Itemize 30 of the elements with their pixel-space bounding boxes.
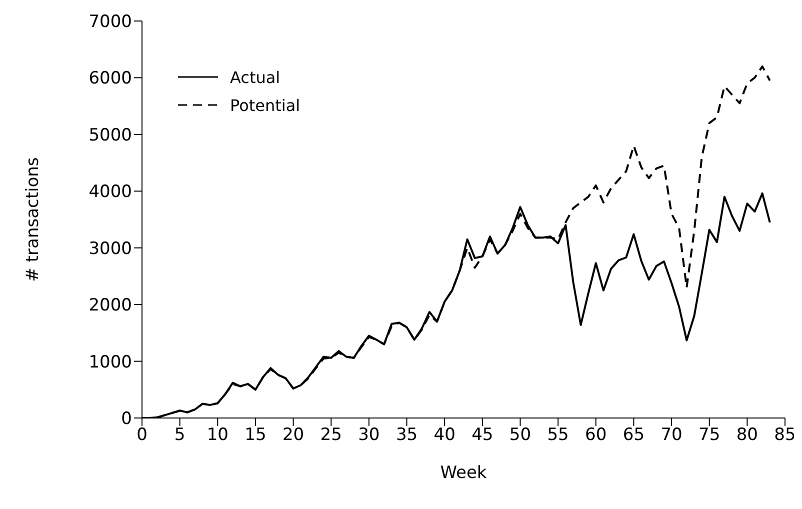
x-tick-label: 30 bbox=[358, 425, 380, 446]
y-tick-label: 3000 bbox=[88, 238, 132, 259]
x-tick-label: 80 bbox=[736, 425, 758, 446]
y-axis-title: # transactions bbox=[23, 157, 44, 282]
y-tick-label: 4000 bbox=[88, 182, 132, 202]
x-tick-label: 25 bbox=[320, 425, 342, 446]
x-tick-label: 10 bbox=[206, 425, 228, 446]
y-tick-label: 5000 bbox=[88, 125, 132, 146]
x-tick-label: 70 bbox=[660, 425, 682, 446]
x-tick-label: 50 bbox=[509, 425, 532, 446]
x-tick-label: 45 bbox=[472, 425, 494, 446]
y-tick-label: 6000 bbox=[88, 68, 132, 89]
x-tick-label: 15 bbox=[244, 425, 266, 446]
x-tick-label: 75 bbox=[698, 425, 720, 446]
x-tick-label: 35 bbox=[396, 425, 418, 446]
x-axis-title: Week bbox=[440, 463, 487, 483]
x-tick-label: 40 bbox=[434, 425, 456, 446]
x-tick-label: 55 bbox=[547, 425, 569, 446]
y-tick-label: 0 bbox=[121, 409, 132, 430]
x-tick-label: 5 bbox=[174, 425, 186, 446]
x-tick-label: 0 bbox=[136, 425, 148, 446]
x-tick-label: 65 bbox=[622, 425, 645, 446]
x-tick-label: 85 bbox=[774, 425, 796, 446]
y-tick-label: 7000 bbox=[88, 12, 132, 32]
x-tick-label: 60 bbox=[585, 425, 607, 446]
y-tick-label: 1000 bbox=[88, 352, 132, 372]
x-tick-label: 20 bbox=[282, 425, 304, 446]
legend-label: Potential bbox=[230, 96, 300, 114]
legend-label: Actual bbox=[230, 68, 280, 86]
y-tick-label: 2000 bbox=[88, 296, 132, 316]
